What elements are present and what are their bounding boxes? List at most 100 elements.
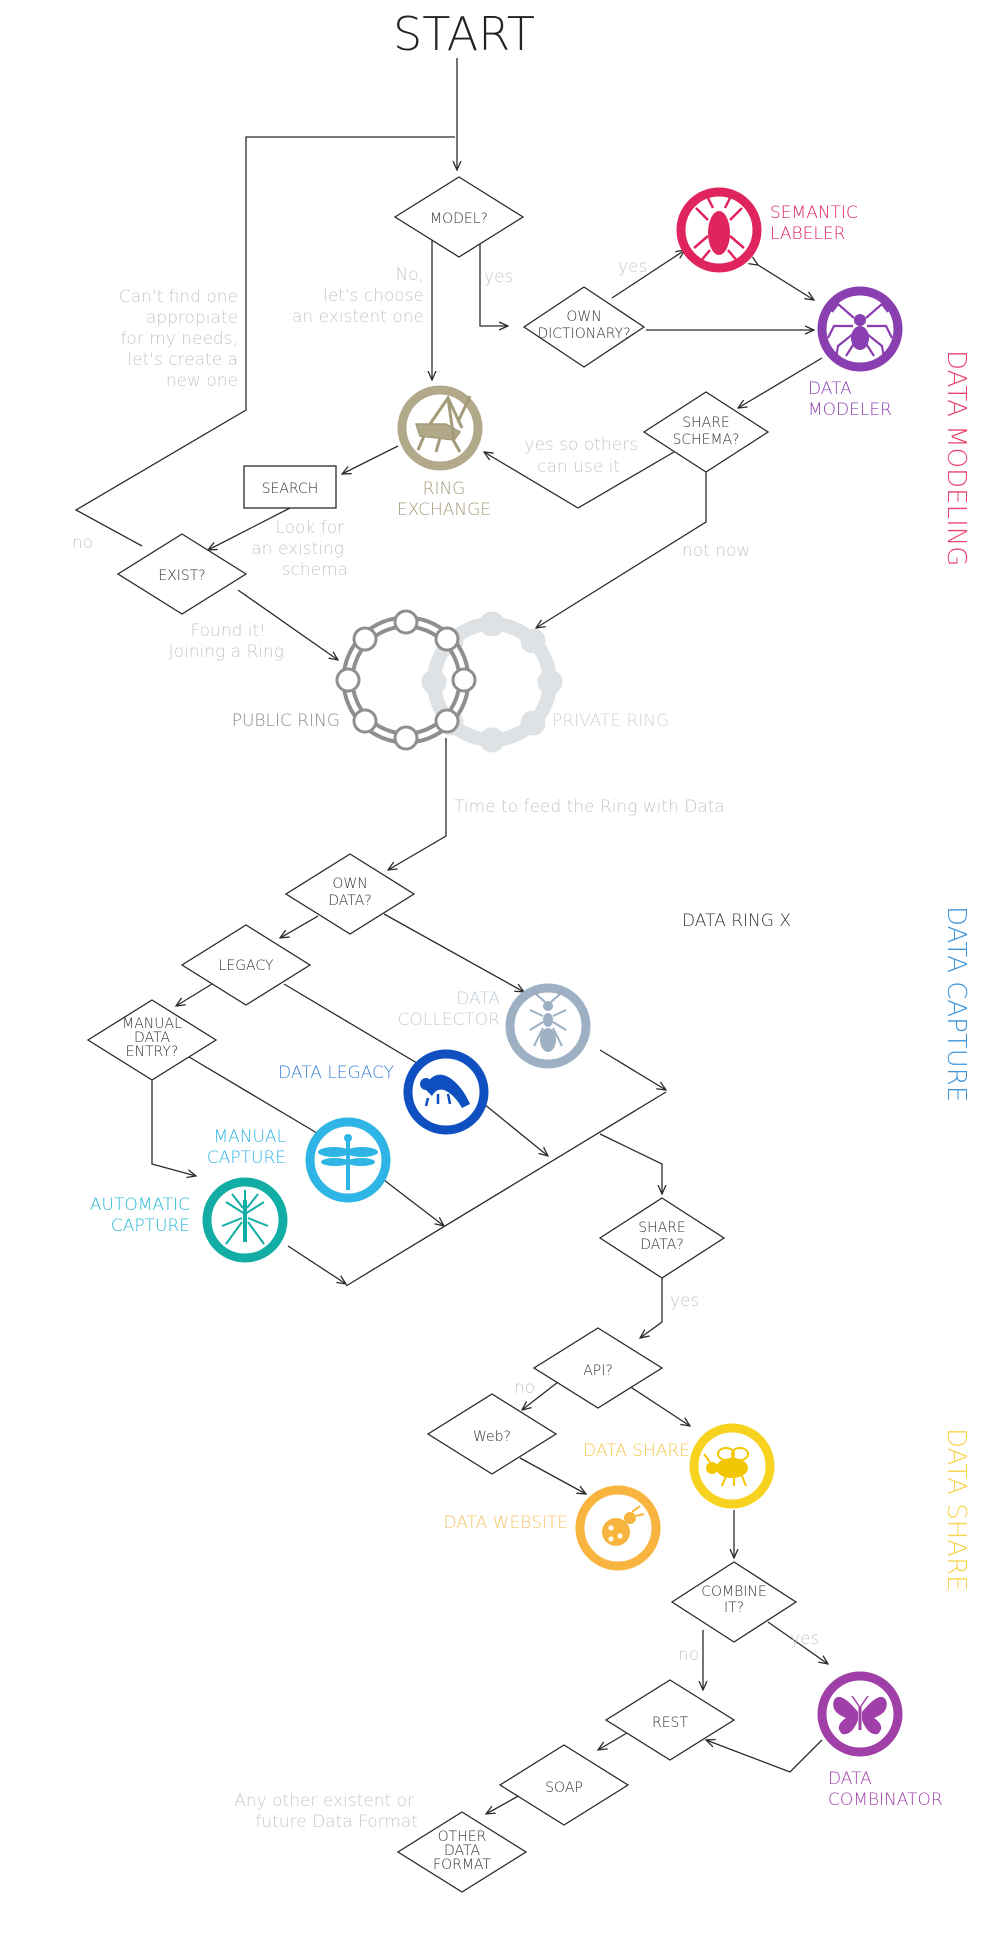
svg-text:DATA: DATA <box>444 1843 480 1859</box>
svg-text:SHARE: SHARE <box>682 415 730 431</box>
edge-legacy-manual <box>176 983 213 1006</box>
private-ring-node <box>479 611 505 637</box>
automatic-capture-badge <box>202 1177 288 1263</box>
cicada-icon <box>693 197 745 263</box>
svg-text:SEARCH: SEARCH <box>262 481 319 497</box>
data-collector-badge <box>505 983 591 1069</box>
data-legacy-badge <box>403 1049 489 1135</box>
svg-text:FORMAT: FORMAT <box>433 1857 491 1873</box>
private-ring <box>421 611 563 753</box>
ring-exchange-label: RING EXCHANGE <box>397 479 491 520</box>
private-ring-node <box>520 710 546 736</box>
note-yes-so-others: yes so others can use it <box>524 435 638 477</box>
note-cant-find: Can't find one appropiate for my needs, let… <box>119 287 238 391</box>
data-legacy-label: DATA LEGACY <box>278 1063 394 1083</box>
private-ring-node <box>537 669 563 695</box>
edge-web-website <box>519 1457 586 1494</box>
svg-text:MODEL?: MODEL? <box>430 211 488 227</box>
automatic-capture-label: AUTOMATIC CAPTURE <box>90 1195 190 1236</box>
edge-combine-combinator <box>767 1621 828 1664</box>
note-yes-combine: yes <box>790 1629 819 1649</box>
svg-text:SHARE: SHARE <box>638 1220 686 1236</box>
decision-web: Web? <box>426 1393 558 1475</box>
decision-own-dictionary: OWN DICTIONARY? <box>522 286 646 368</box>
public-ring-label: PUBLIC RING <box>232 711 340 731</box>
edge-combinator-rest <box>706 1740 823 1773</box>
mosquito-icon <box>221 1190 269 1245</box>
svg-text:OTHER: OTHER <box>438 1829 487 1845</box>
svg-text:OWN: OWN <box>332 876 367 892</box>
edge-dict-yes <box>611 250 685 299</box>
ladybug-icon <box>602 1505 645 1546</box>
edge-api-datashare <box>625 1383 690 1426</box>
svg-text:REST: REST <box>652 1715 688 1731</box>
public-ring-node <box>434 626 460 652</box>
connectors <box>74 58 828 1814</box>
ring-exchange-badge <box>397 385 483 471</box>
note-no-combine: no <box>678 1645 699 1665</box>
semantic-labeler-badge <box>676 187 762 273</box>
svg-text:API?: API? <box>583 1363 613 1379</box>
private-ring-label: PRIVATE RING <box>552 711 669 731</box>
edge-loop-create-new <box>74 136 455 547</box>
dragonfly-icon <box>318 1134 378 1190</box>
decision-exist: EXIST? <box>116 533 248 615</box>
note-found-it: Found it! Joining a Ring <box>169 621 284 662</box>
public-ring-node <box>451 667 477 693</box>
note-no-exist: no <box>72 533 93 553</box>
svg-text:EXIST?: EXIST? <box>158 568 205 584</box>
note-any-other: Any other existent or future Data Format <box>234 1791 418 1832</box>
data-modeler-badge <box>817 286 903 372</box>
decision-manual-data-entry: MANUAL DATA ENTRY? <box>86 999 218 1081</box>
data-share-badge <box>689 1423 775 1509</box>
svg-text:COMBINE: COMBINE <box>701 1584 767 1600</box>
flow-notes: yes yes No, let's choose an existent one C… <box>72 257 819 1832</box>
edge-search-exist <box>208 507 291 550</box>
svg-text:DATA?: DATA? <box>328 893 372 909</box>
spider-icon <box>827 302 893 359</box>
note-not-now: not now <box>682 541 750 561</box>
semantic-labeler-label: SEMANTIC LABELER <box>770 203 858 244</box>
start-title: START <box>393 7 535 61</box>
data-modeler-label: DATA MODELER <box>808 379 892 420</box>
decision-legacy: LEGACY <box>180 924 312 1006</box>
svg-text:DATA?: DATA? <box>640 1237 684 1253</box>
edge-owndata-legacy <box>280 915 319 938</box>
search-box: SEARCH <box>243 465 337 509</box>
data-ring-label: DATA RING X <box>682 911 791 931</box>
data-share-label: DATA SHARE <box>583 1441 690 1461</box>
private-ring-node <box>520 628 546 654</box>
decision-other-format: OTHER DATA FORMAT <box>396 1811 528 1893</box>
edge-ring-owndata <box>388 738 447 870</box>
note-yes-model: yes <box>484 267 513 287</box>
public-ring-node <box>393 725 419 751</box>
edge-sharedata-api <box>640 1274 663 1338</box>
edge-manual-capture <box>183 1053 323 1137</box>
data-website-badge <box>575 1485 661 1571</box>
svg-text:OWN: OWN <box>566 309 601 325</box>
note-yes-share: yes <box>670 1291 699 1311</box>
svg-text:DICTIONARY?: DICTIONARY? <box>537 326 630 342</box>
edge-legacy-merge <box>483 1103 548 1156</box>
svg-text:LEGACY: LEGACY <box>219 958 274 974</box>
edge-schema-exchange <box>484 452 675 509</box>
edge-exist-ring <box>237 589 338 660</box>
edge-exchange-search <box>342 445 399 474</box>
note-no-choose: No, let's choose an existent one <box>292 265 424 327</box>
section-data-capture: DATA CAPTURE <box>941 906 971 1102</box>
decision-model: MODEL? <box>393 176 525 258</box>
decision-soap: SOAP <box>498 1744 630 1826</box>
grasshopper-icon <box>414 394 472 453</box>
data-website-label: DATA WEBSITE <box>443 1513 568 1533</box>
bee-icon <box>703 1447 749 1487</box>
private-ring-node <box>479 727 505 753</box>
edge-legacy-datalegacy <box>283 983 433 1073</box>
public-ring-node <box>335 667 361 693</box>
public-ring-node <box>434 708 460 734</box>
edge-labeler-modeler <box>758 265 814 300</box>
ant-icon <box>529 993 567 1052</box>
section-data-share: DATA SHARE <box>941 1428 971 1592</box>
svg-text:SCHEMA?: SCHEMA? <box>672 432 739 448</box>
decision-share-schema: SHARE SCHEMA? <box>642 391 770 473</box>
